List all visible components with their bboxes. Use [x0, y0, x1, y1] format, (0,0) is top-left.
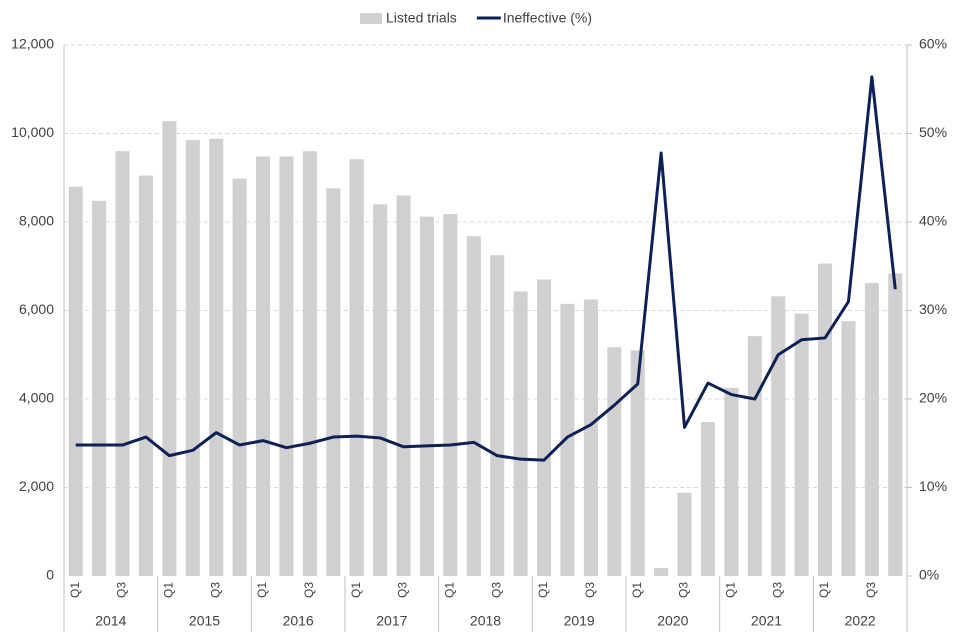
x-tick-label: Q3 [115, 582, 129, 598]
y2-tick-label: 40% [919, 213, 947, 229]
bar [162, 121, 177, 577]
legend-label: Listed trials [386, 10, 457, 26]
y-tick-label: 8,000 [19, 213, 54, 229]
y2-tick-label: 60% [919, 36, 947, 52]
y-tick-label: 6,000 [19, 301, 54, 317]
bar [185, 140, 200, 576]
y2-tick-label: 0% [919, 567, 939, 583]
bar [794, 313, 809, 576]
bar [349, 159, 364, 577]
bar [513, 291, 528, 576]
bar [583, 299, 598, 576]
group-label: 2021 [751, 613, 782, 629]
x-tick-label: Q3 [770, 582, 784, 598]
x-tick-label: Q1 [68, 582, 82, 598]
bar [537, 279, 552, 576]
x-tick-label: Q1 [162, 582, 176, 598]
bar [560, 303, 575, 576]
bar [630, 350, 645, 576]
bar [232, 178, 247, 576]
bar [490, 255, 505, 576]
x-tick-label: Q3 [583, 582, 597, 598]
y2-tick-label: 10% [919, 478, 947, 494]
bar [279, 156, 294, 576]
y-tick-label: 0 [46, 567, 54, 583]
group-label: 2022 [845, 613, 876, 629]
x-tick-label: Q1 [536, 582, 550, 598]
group-label: 2018 [470, 613, 501, 629]
legend-swatch [360, 13, 382, 24]
bar [771, 296, 786, 576]
group-label: 2016 [283, 613, 314, 629]
bar [818, 263, 833, 576]
bar [115, 151, 130, 576]
y-tick-label: 2,000 [19, 478, 54, 494]
y-tick-label: 12,000 [11, 36, 54, 52]
y2-tick-label: 50% [919, 124, 947, 140]
x-tick-label: Q3 [677, 582, 691, 598]
bar [654, 568, 669, 576]
bar [607, 347, 622, 576]
bar [841, 321, 856, 576]
x-tick-label: Q1 [630, 582, 644, 598]
group-label: 2017 [376, 613, 407, 629]
bar [302, 151, 317, 576]
group-label: 2014 [95, 613, 126, 629]
y-tick-label: 10,000 [11, 124, 54, 140]
bar [396, 195, 411, 576]
bar [747, 336, 762, 576]
x-tick-label: Q1 [817, 582, 831, 598]
legend-label: Ineffective (%) [503, 10, 592, 26]
bar [466, 236, 481, 576]
bar [888, 273, 903, 576]
x-tick-label: Q3 [489, 582, 503, 598]
y2-tick-label: 20% [919, 390, 947, 406]
bar [443, 214, 458, 576]
bar [373, 204, 388, 577]
bar [326, 188, 341, 576]
group-label: 2019 [564, 613, 595, 629]
x-tick-label: Q3 [396, 582, 410, 598]
bar [677, 492, 692, 576]
bar [724, 387, 739, 576]
bar [700, 422, 715, 576]
x-tick-label: Q1 [349, 582, 363, 598]
bar [419, 216, 434, 576]
line [75, 75, 897, 462]
bar [256, 156, 271, 576]
x-tick-label: Q1 [724, 582, 738, 598]
bar [92, 200, 107, 576]
x-tick-label: Q1 [255, 582, 269, 598]
x-tick-label: Q3 [864, 582, 878, 598]
y2-tick-label: 30% [919, 301, 947, 317]
bar [864, 283, 879, 576]
group-label: 2015 [189, 613, 220, 629]
x-tick-label: Q1 [443, 582, 457, 598]
x-tick-label: Q3 [302, 582, 316, 598]
y-tick-label: 4,000 [19, 390, 54, 406]
group-label: 2020 [657, 613, 688, 629]
bar [138, 175, 153, 576]
bar [209, 138, 224, 576]
bar [68, 186, 83, 576]
x-tick-label: Q3 [208, 582, 222, 598]
